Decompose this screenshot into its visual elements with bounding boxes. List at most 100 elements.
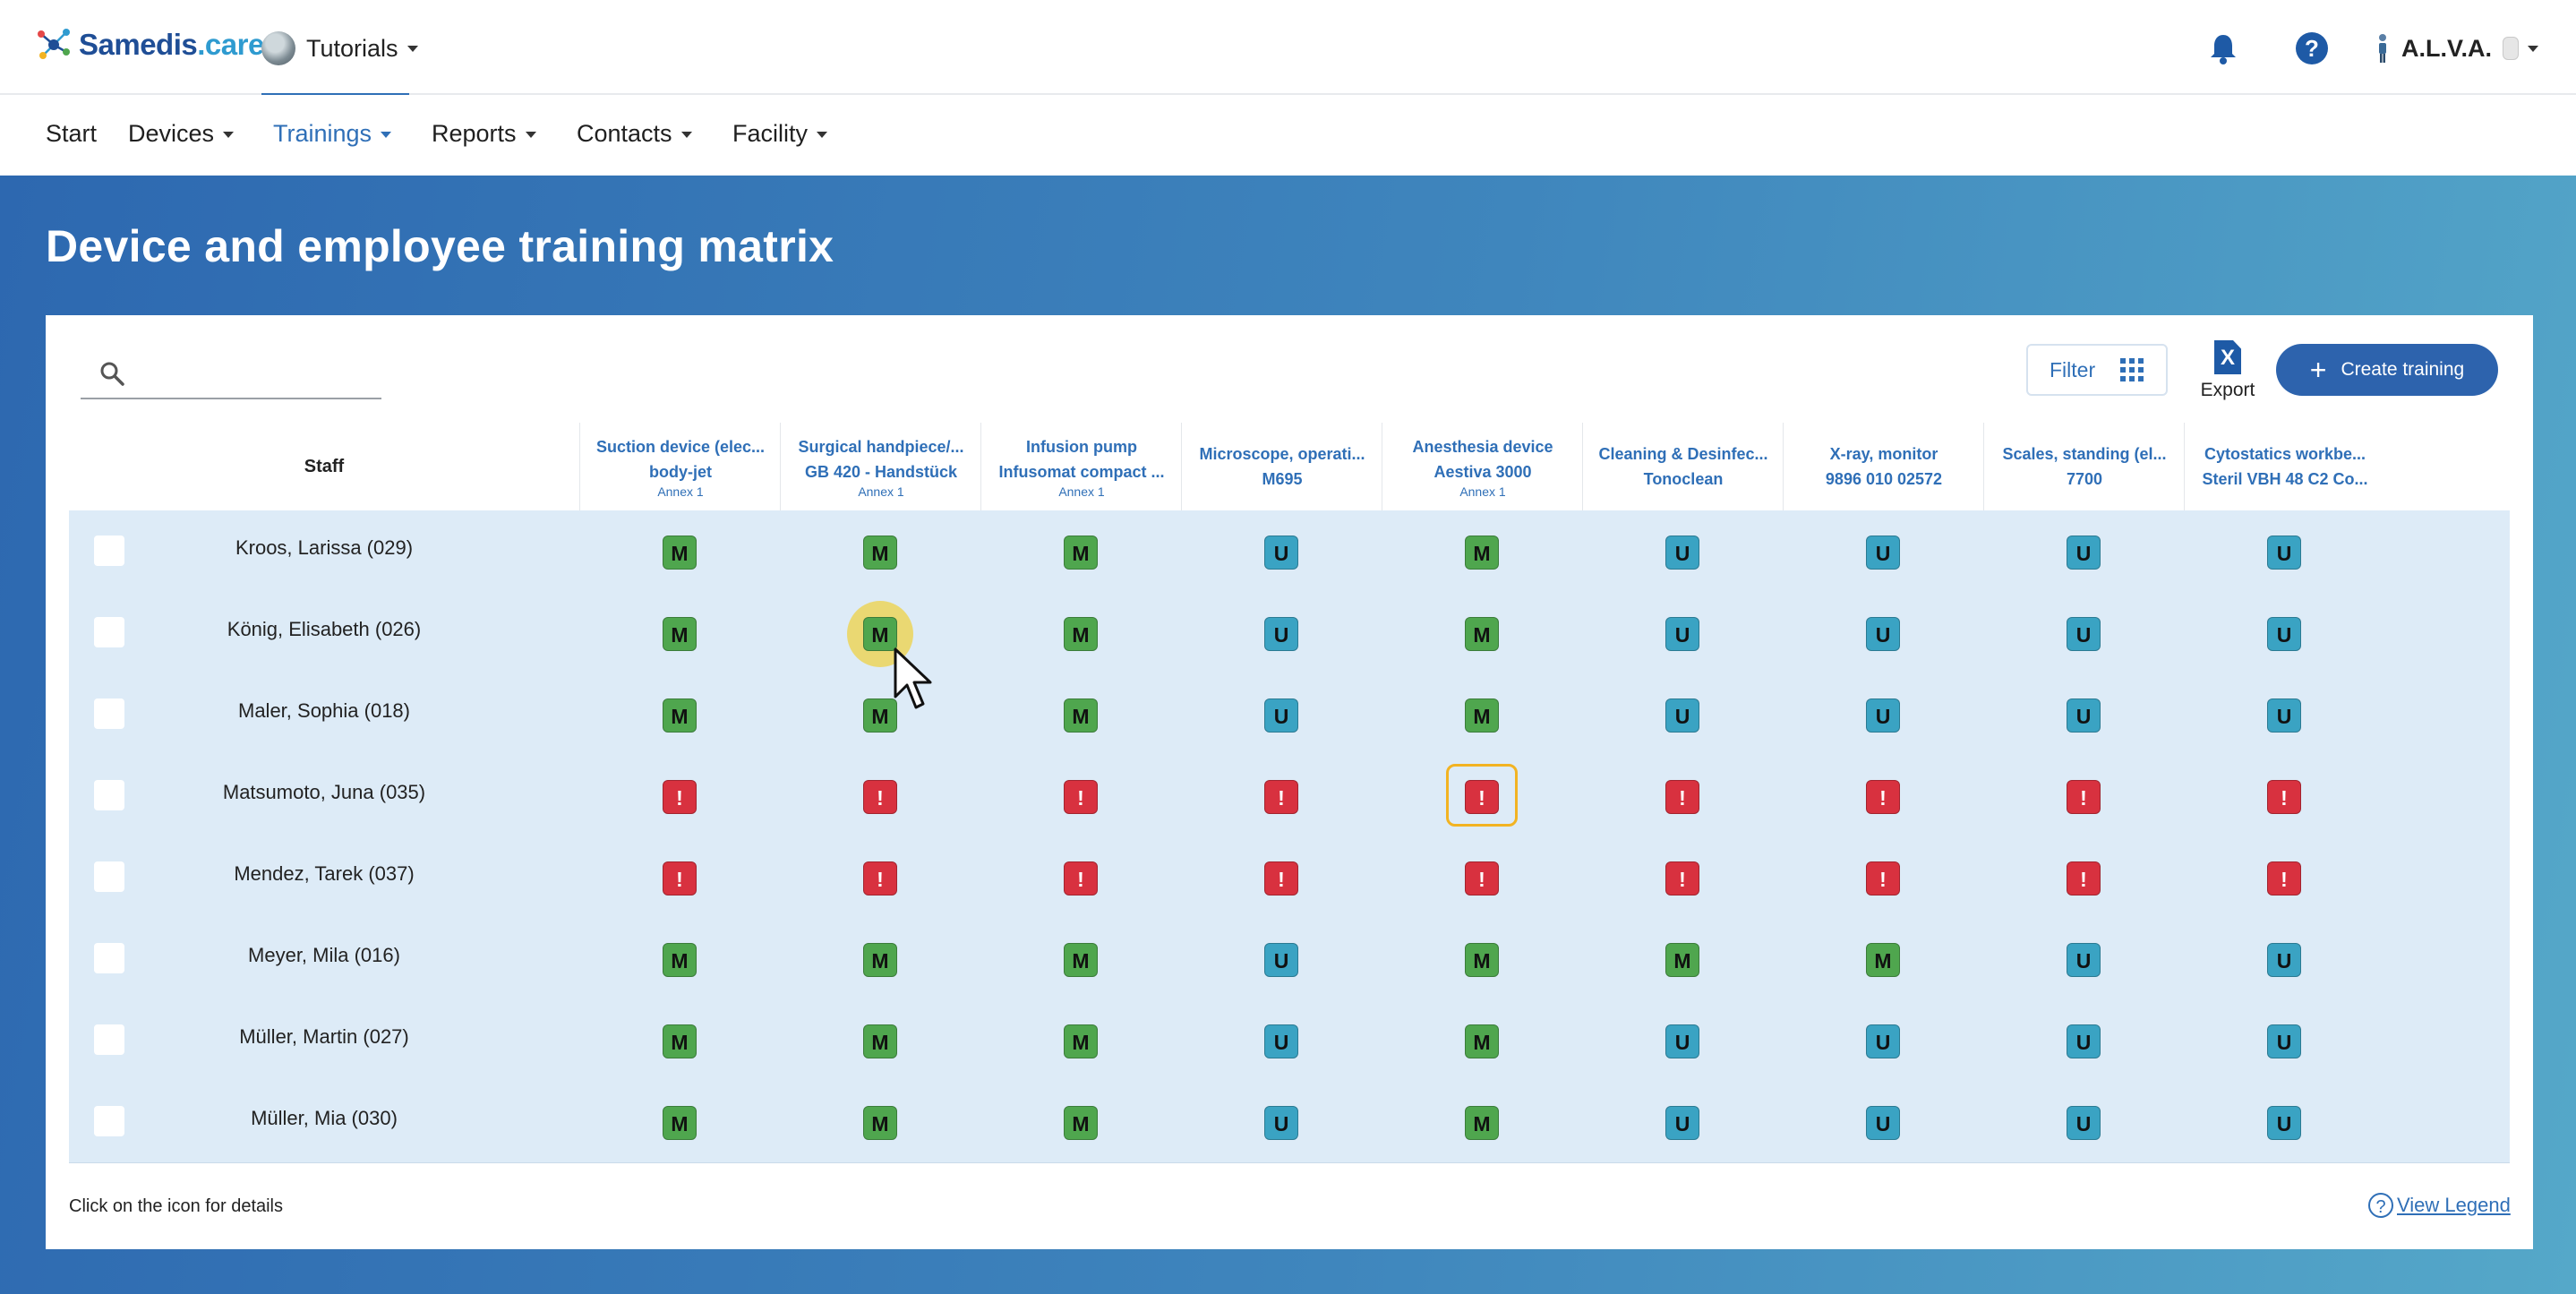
training-status-badge[interactable]: U xyxy=(1264,536,1298,570)
training-status-badge[interactable]: U xyxy=(2267,617,2301,651)
training-status-badge[interactable]: M xyxy=(1064,943,1098,977)
training-status-badge[interactable]: ! xyxy=(1064,780,1098,814)
user-menu[interactable]: A.L.V.A. xyxy=(2375,27,2539,70)
column-header-device[interactable]: Infusion pump Infusomat compact ... Annex … xyxy=(980,423,1182,510)
training-status-badge[interactable]: U xyxy=(1665,1106,1699,1140)
column-header-device[interactable]: Cytostatics workbe... Steril VBH 48 C2 Co… xyxy=(2184,423,2385,510)
training-status-badge[interactable]: U xyxy=(1866,1106,1900,1140)
training-status-badge[interactable]: M xyxy=(1064,617,1098,651)
column-header-staff[interactable]: Staff xyxy=(304,456,345,476)
training-status-badge[interactable]: U xyxy=(2067,617,2101,651)
training-status-badge[interactable]: M xyxy=(1465,536,1499,570)
training-status-badge[interactable]: U xyxy=(2067,698,2101,733)
training-status-badge[interactable]: U xyxy=(1665,617,1699,651)
training-status-badge[interactable]: U xyxy=(1264,617,1298,651)
training-status-badge[interactable]: M xyxy=(663,1024,697,1058)
training-status-badge[interactable]: M xyxy=(663,536,697,570)
training-status-badge[interactable]: M xyxy=(1465,943,1499,977)
training-status-badge[interactable]: ! xyxy=(1866,780,1900,814)
training-status-badge[interactable]: M xyxy=(1465,698,1499,733)
training-status-badge[interactable]: U xyxy=(2067,943,2101,977)
training-status-badge[interactable]: U xyxy=(1264,1106,1298,1140)
row-checkbox[interactable] xyxy=(94,1024,124,1055)
nav-reports[interactable]: Reports xyxy=(432,120,536,148)
column-header-device[interactable]: Scales, standing (el... 7700 xyxy=(1983,423,2185,510)
column-header-device[interactable]: Cleaning & Desinfec... Tonoclean xyxy=(1582,423,1784,510)
training-status-badge[interactable]: U xyxy=(2067,1106,2101,1140)
nav-facility[interactable]: Facility xyxy=(732,120,828,148)
training-status-badge[interactable]: U xyxy=(1264,1024,1298,1058)
row-checkbox[interactable] xyxy=(94,943,124,973)
training-status-badge[interactable]: M xyxy=(663,617,697,651)
training-status-badge[interactable]: ! xyxy=(1665,861,1699,896)
training-status-badge[interactable]: U xyxy=(1264,698,1298,733)
training-status-badge[interactable]: ! xyxy=(663,861,697,896)
row-checkbox[interactable] xyxy=(94,861,124,892)
training-status-badge[interactable]: U xyxy=(1866,698,1900,733)
training-status-badge[interactable]: U xyxy=(1866,617,1900,651)
column-header-device[interactable]: Microscope, operati... M695 xyxy=(1181,423,1382,510)
training-status-badge[interactable]: M xyxy=(863,1024,897,1058)
row-checkbox[interactable] xyxy=(94,1106,124,1136)
view-legend-link[interactable]: ? View Legend xyxy=(2368,1193,2511,1218)
training-status-badge[interactable]: M xyxy=(663,698,697,733)
training-status-badge[interactable]: U xyxy=(1665,536,1699,570)
training-status-badge[interactable]: U xyxy=(2067,536,2101,570)
training-status-badge[interactable]: U xyxy=(2267,1106,2301,1140)
training-status-badge[interactable]: M xyxy=(1064,536,1098,570)
training-status-badge[interactable]: ! xyxy=(1465,780,1499,814)
training-status-badge[interactable]: M xyxy=(863,536,897,570)
training-status-badge[interactable]: U xyxy=(2267,943,2301,977)
training-status-badge[interactable]: ! xyxy=(2067,780,2101,814)
training-status-badge[interactable]: M xyxy=(863,617,897,651)
column-header-device[interactable]: Surgical handpiece/... GB 420 - Handstück… xyxy=(780,423,981,510)
training-status-badge[interactable]: ! xyxy=(863,861,897,896)
training-status-badge[interactable]: ! xyxy=(1866,861,1900,896)
training-status-badge[interactable]: ! xyxy=(1665,780,1699,814)
column-header-device[interactable]: Anesthesia device Aestiva 3000 Annex 1 xyxy=(1382,423,1583,510)
row-checkbox[interactable] xyxy=(94,617,124,647)
filter-button[interactable]: Filter xyxy=(2026,344,2168,396)
training-status-badge[interactable]: ! xyxy=(863,780,897,814)
column-header-device[interactable]: X-ray, monitor 9896 010 02572 xyxy=(1783,423,1984,510)
training-status-badge[interactable]: M xyxy=(863,1106,897,1140)
row-checkbox[interactable] xyxy=(94,536,124,566)
training-status-badge[interactable]: U xyxy=(1866,1024,1900,1058)
training-status-badge[interactable]: M xyxy=(1465,1106,1499,1140)
training-status-badge[interactable]: ! xyxy=(1064,861,1098,896)
training-status-badge[interactable]: U xyxy=(2267,1024,2301,1058)
training-status-badge[interactable]: U xyxy=(1866,536,1900,570)
training-status-badge[interactable]: ! xyxy=(2067,861,2101,896)
training-status-badge[interactable]: U xyxy=(1665,698,1699,733)
nav-trainings[interactable]: Trainings xyxy=(273,120,392,148)
training-status-badge[interactable]: M xyxy=(1866,943,1900,977)
brand-logo[interactable]: Samedis.care xyxy=(34,25,264,64)
help-icon[interactable]: ? xyxy=(2296,32,2328,64)
training-status-badge[interactable]: M xyxy=(863,698,897,733)
row-checkbox[interactable] xyxy=(94,698,124,729)
training-status-badge[interactable]: U xyxy=(2067,1024,2101,1058)
training-status-badge[interactable]: M xyxy=(1665,943,1699,977)
training-status-badge[interactable]: ! xyxy=(663,780,697,814)
nav-contacts[interactable]: Contacts xyxy=(577,120,692,148)
bell-icon[interactable] xyxy=(2208,32,2238,64)
training-status-badge[interactable]: M xyxy=(863,943,897,977)
nav-start[interactable]: Start xyxy=(46,120,98,147)
training-status-badge[interactable]: ! xyxy=(2267,861,2301,896)
search-input[interactable] xyxy=(143,355,371,394)
training-status-badge[interactable]: U xyxy=(2267,698,2301,733)
training-status-badge[interactable]: U xyxy=(2267,536,2301,570)
tenant-selector[interactable]: Tutorials xyxy=(261,25,418,72)
training-status-badge[interactable]: M xyxy=(663,1106,697,1140)
training-status-badge[interactable]: M xyxy=(663,943,697,977)
training-status-badge[interactable]: M xyxy=(1064,698,1098,733)
training-status-badge[interactable]: ! xyxy=(1264,780,1298,814)
training-status-badge[interactable]: U xyxy=(1264,943,1298,977)
export-button[interactable]: X Export xyxy=(2195,340,2260,403)
training-status-badge[interactable]: ! xyxy=(2267,780,2301,814)
training-status-badge[interactable]: U xyxy=(1665,1024,1699,1058)
row-checkbox[interactable] xyxy=(94,780,124,810)
create-training-button[interactable]: + Create training xyxy=(2276,344,2498,396)
training-status-badge[interactable]: ! xyxy=(1264,861,1298,896)
training-status-badge[interactable]: M xyxy=(1465,617,1499,651)
